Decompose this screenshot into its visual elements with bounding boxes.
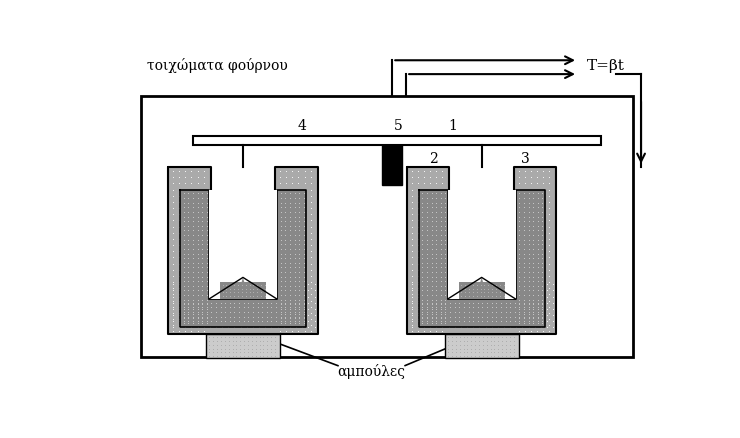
Bar <box>382 145 403 185</box>
Bar <box>168 166 211 334</box>
Text: αμπούλες: αμπούλες <box>337 364 406 379</box>
Text: 2: 2 <box>428 152 437 166</box>
Bar <box>180 299 306 328</box>
Bar <box>180 190 209 328</box>
Bar <box>459 282 505 299</box>
Text: T=βt: T=βt <box>587 59 625 73</box>
Bar <box>419 190 448 328</box>
Text: 1: 1 <box>448 119 457 133</box>
Bar <box>448 190 516 299</box>
Bar <box>168 280 317 334</box>
Polygon shape <box>209 277 277 299</box>
Bar <box>193 136 601 145</box>
Bar <box>220 282 266 299</box>
Bar <box>206 334 280 358</box>
Bar <box>407 280 556 334</box>
Bar <box>445 334 519 358</box>
Polygon shape <box>448 277 516 299</box>
Bar <box>277 190 306 328</box>
Bar <box>407 166 449 334</box>
Bar <box>209 190 277 299</box>
Bar <box>141 96 633 357</box>
Bar <box>275 166 317 334</box>
Text: τοιχώματα φούρνου: τοιχώματα φούρνου <box>147 58 287 73</box>
Bar <box>514 166 556 334</box>
Text: 3: 3 <box>521 152 530 166</box>
Text: 4: 4 <box>297 119 306 133</box>
Bar <box>419 299 545 328</box>
Text: 5: 5 <box>394 119 403 133</box>
Bar <box>516 190 545 328</box>
